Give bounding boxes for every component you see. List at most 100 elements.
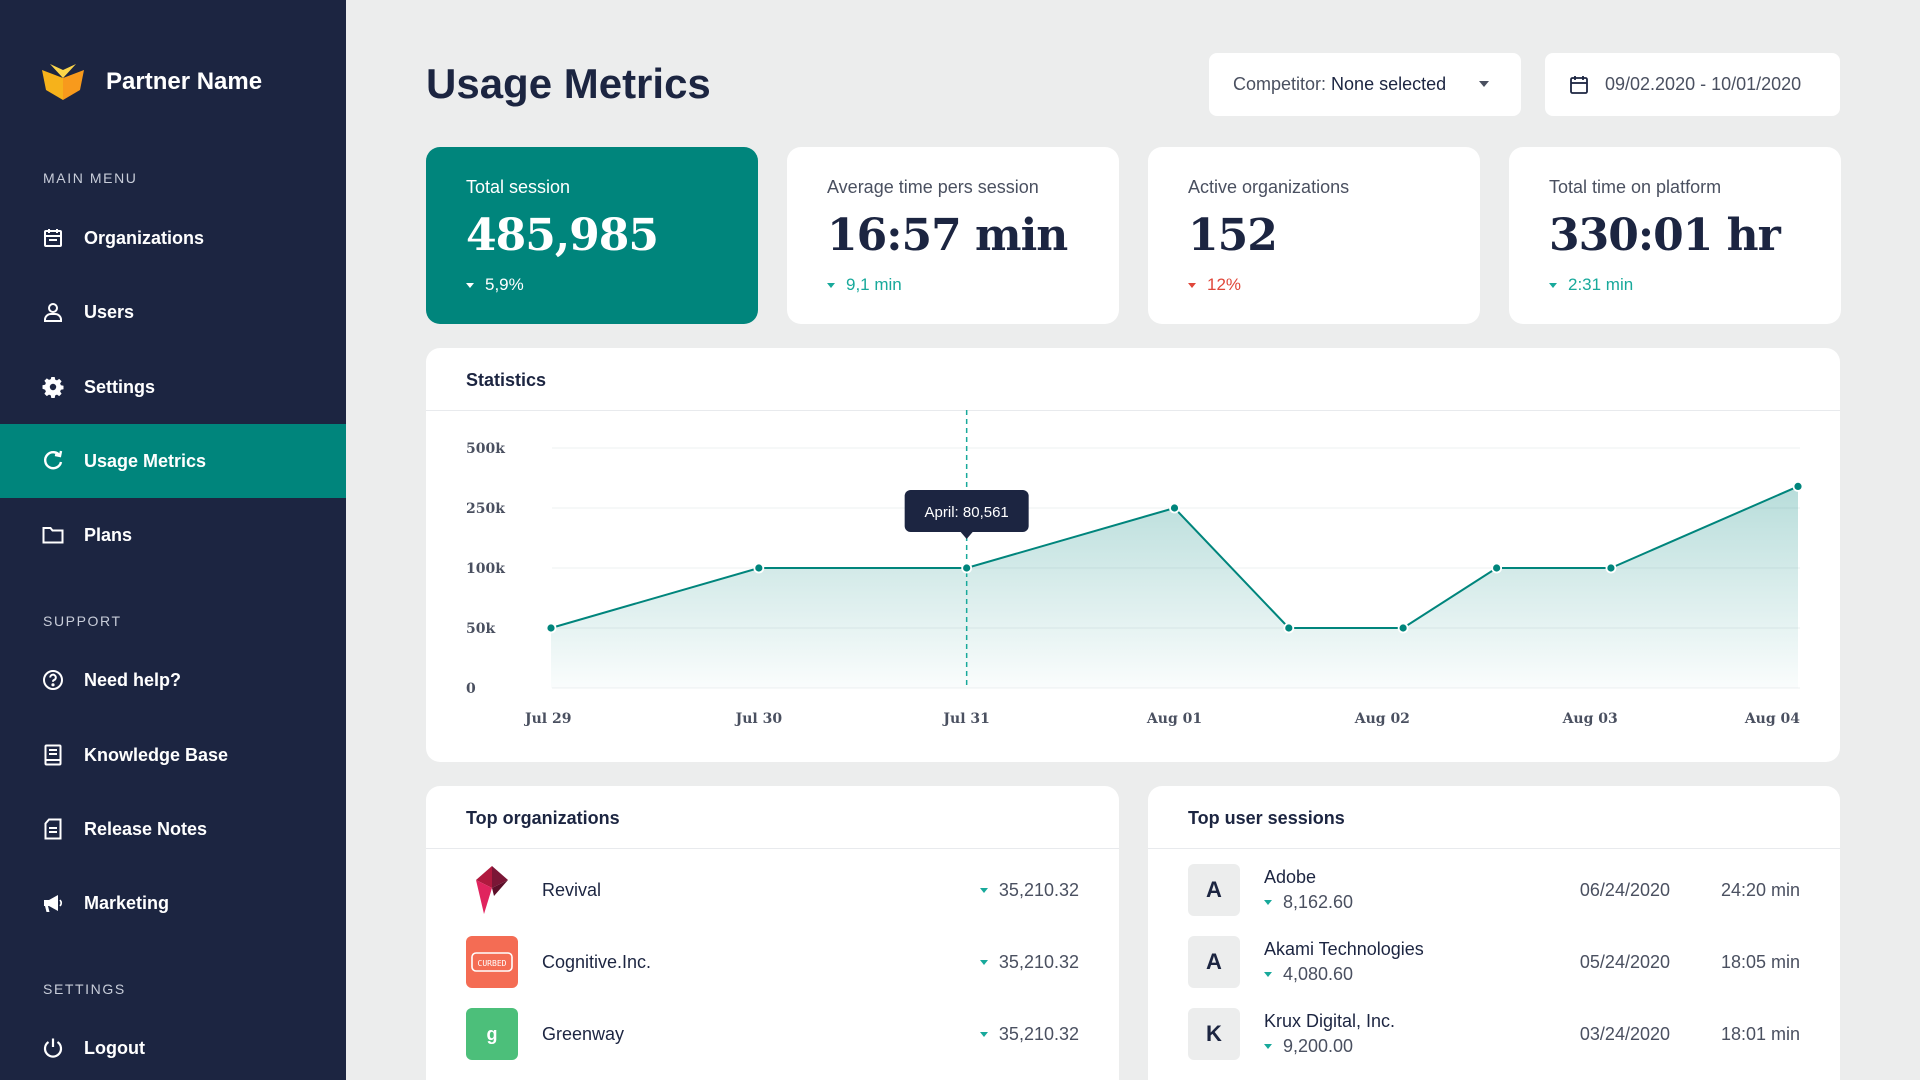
sidebar-item-organizations[interactable]: Organizations [0, 201, 346, 275]
session-duration: 18:01 min [1720, 1023, 1800, 1044]
user-name: Akami Technologies [1264, 939, 1424, 959]
statistics-title: Statistics [466, 370, 547, 390]
sidebar-item-release-notes[interactable]: Release Notes [0, 792, 346, 866]
org-row[interactable]: Revival 35,210.32 [466, 864, 1079, 916]
statistics-chart[interactable]: 500k 250k 100k 50k 0 Jul 29 Jul 30 Jul 31 Aug 01… [426, 348, 1840, 762]
sidebar-item-label: Need help? [84, 669, 182, 690]
data-point [753, 562, 765, 574]
kpi-active-organizations[interactable]: Active organizations 152 12% [1148, 147, 1480, 324]
user-name: Krux Digital, Inc. [1264, 1011, 1396, 1031]
trend-down-icon [466, 282, 474, 288]
user-icon [42, 301, 64, 323]
kpi-value: 330:01 hr [1549, 210, 1781, 261]
sidebar-item-users[interactable]: Users [0, 275, 346, 349]
megaphone-icon [42, 892, 64, 914]
x-tick-label: Jul 30 [734, 711, 783, 727]
competitor-label: Competitor: [1233, 74, 1327, 94]
sidebar-item-label: Settings [84, 376, 156, 397]
kpi-total-time[interactable]: Total time on platform 330:01 hr 2:31 mi… [1509, 147, 1841, 324]
sidebar-item-settings[interactable]: Settings [0, 350, 346, 424]
user-session-row[interactable]: K Krux Digital, Inc. 9,200.00 03/24/2020… [1188, 1008, 1800, 1060]
kpi-average-time[interactable]: Average time pers session 16:57 min 9,1 … [787, 147, 1119, 324]
competitor-value: None selected [1331, 74, 1447, 94]
divider [426, 848, 1119, 849]
settings-title: SETTINGS [43, 981, 126, 997]
trend-down-icon [1549, 282, 1557, 288]
org-row[interactable]: CURBED Cognitive.Inc. 35,210.32 [466, 936, 1079, 988]
power-icon [42, 1037, 64, 1059]
series-area [551, 486, 1798, 688]
trend-down-icon [979, 1031, 988, 1037]
org-value: 35,210.32 [979, 951, 1079, 973]
brand[interactable]: Partner Name [42, 64, 262, 100]
top-user-sessions-title: Top user sessions [1188, 808, 1345, 828]
y-tick-label: 100k [466, 561, 505, 577]
calendar-icon [1569, 75, 1589, 95]
kpi-value: 485,985 [466, 210, 659, 261]
org-name: Greenway [542, 1023, 625, 1044]
data-point [1397, 622, 1409, 634]
sidebar-item-label: Usage Metrics [84, 450, 207, 471]
kpi-delta: 12% [1188, 275, 1440, 295]
org-value-text: 35,210.32 [998, 1023, 1079, 1044]
date-range-value: 09/02.2020 - 10/01/2020 [1605, 74, 1802, 94]
sidebar-item-knowledge-base[interactable]: Knowledge Base [0, 718, 346, 792]
user-info: Akami Technologies 4,080.60 [1264, 939, 1500, 985]
session-date: 06/24/2020 [1579, 879, 1670, 900]
kpi-delta: 5,9% [466, 275, 718, 295]
user-session-row[interactable]: A Akami Technologies 4,080.60 05/24/2020… [1188, 936, 1800, 988]
data-point [545, 622, 557, 634]
kpi-label: Active organizations [1188, 177, 1350, 197]
competitor-select[interactable]: Competitor: None selected [1209, 53, 1521, 116]
kpi-label: Total time on platform [1549, 177, 1722, 197]
data-point [1792, 480, 1804, 492]
trend-down-icon [1264, 900, 1272, 905]
main-menu-title: MAIN MENU [43, 170, 138, 186]
book-icon [42, 744, 64, 766]
org-value-text: 35,210.32 [998, 879, 1079, 900]
top-organizations-title: Top organizations [466, 808, 620, 828]
sidebar-item-marketing[interactable]: Marketing [0, 866, 346, 940]
y-tick-label: 250k [466, 501, 505, 517]
kpi-delta-value: 9,1 min [846, 275, 902, 294]
statistics-card: Statistics 500k 250k 100k 50k 0 Jul 29 Jul 30 J… [426, 348, 1840, 762]
sidebar-item-logout[interactable]: Logout [0, 1011, 346, 1080]
y-tick-label: 50k [466, 621, 495, 637]
sidebar-item-label: Plans [84, 524, 133, 545]
brand-name: Partner Name [106, 68, 263, 95]
org-value-text: 35,210.32 [998, 951, 1079, 972]
sidebar-item-label: Release Notes [84, 818, 208, 839]
sidebar-item-plans[interactable]: Plans [0, 498, 346, 572]
kpi-value: 16:57 min [827, 210, 1068, 261]
user-value-text: 8,162.60 [1283, 892, 1354, 912]
trend-down-icon [979, 887, 988, 893]
gear-icon [42, 376, 64, 398]
x-tick-label: Aug 03 [1562, 711, 1618, 727]
sidebar-item-usage-metrics[interactable]: Usage Metrics [0, 424, 346, 498]
kpi-total-session[interactable]: Total session 485,985 5,9% [426, 147, 758, 324]
refresh-icon [42, 450, 64, 472]
org-value: 35,210.32 [979, 1023, 1079, 1045]
chart-tooltip-text: April: 80,561 [925, 504, 1009, 521]
org-row[interactable]: g Greenway 35,210.32 [466, 1008, 1079, 1060]
org-name: Revival [542, 879, 602, 900]
kpi-delta: 2:31 min [1549, 275, 1801, 295]
sidebar-item-label: Knowledge Base [84, 744, 229, 765]
data-point [1491, 562, 1503, 574]
trend-down-icon [979, 959, 988, 965]
sidebar-item-label: Organizations [84, 227, 205, 248]
session-duration: 18:05 min [1720, 951, 1800, 972]
user-value: 8,162.60 [1264, 892, 1500, 913]
data-point [961, 562, 973, 574]
user-value: 4,080.60 [1264, 964, 1500, 985]
revival-logo-icon [466, 864, 518, 916]
user-session-row[interactable]: A Adobe 8,162.60 06/24/2020 24:20 min [1188, 864, 1800, 916]
data-point [1283, 622, 1295, 634]
trend-down-icon [827, 282, 835, 288]
date-range-picker[interactable]: 09/02.2020 - 10/01/2020 [1545, 53, 1840, 116]
cognitive-logo-icon: CURBED [466, 936, 518, 988]
sidebar-item-need-help[interactable]: Need help? [0, 643, 346, 717]
user-value-text: 9,200.00 [1283, 1036, 1354, 1056]
session-duration: 24:20 min [1720, 879, 1800, 900]
chart-tooltip [904, 490, 1029, 532]
